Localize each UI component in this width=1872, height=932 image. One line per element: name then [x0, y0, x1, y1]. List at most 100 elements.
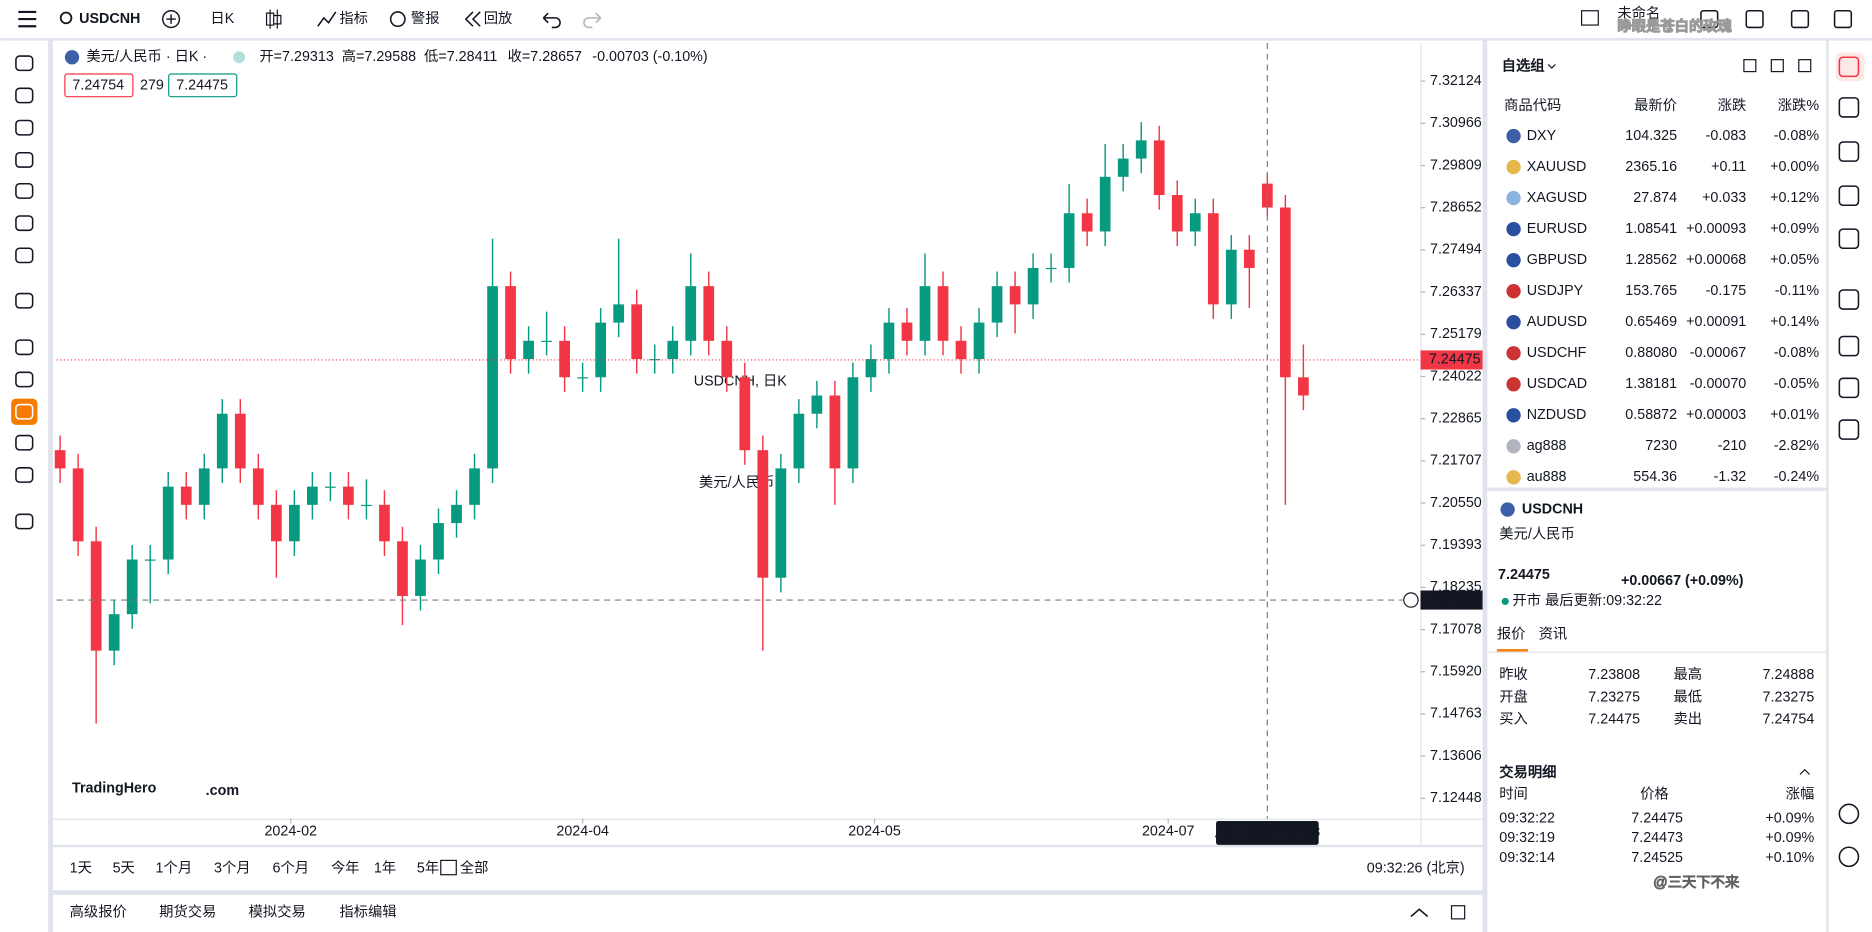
tool-icon[interactable] — [15, 467, 34, 483]
tool-icon[interactable] — [15, 215, 34, 232]
row-symbol[interactable]: USDCAD — [1527, 376, 1587, 392]
row-icon — [1506, 439, 1521, 454]
side-icon[interactable] — [1838, 228, 1860, 249]
candle-type-icon[interactable] — [265, 9, 282, 29]
tool-icon[interactable] — [15, 403, 34, 420]
watchlist-action[interactable] — [1770, 59, 1784, 73]
sell-price: 7.24754 — [72, 78, 124, 94]
symbol-search[interactable]: USDCNH — [79, 11, 140, 27]
buy-box[interactable] — [168, 73, 238, 98]
row-symbol[interactable]: NZDUSD — [1527, 407, 1587, 423]
toolbar-icon[interactable] — [1833, 9, 1853, 29]
range-button[interactable]: 1个月 — [156, 860, 193, 877]
side-icon[interactable] — [1838, 377, 1860, 399]
column-header: 涨跌 — [1718, 97, 1747, 114]
row-change: -210 — [1718, 438, 1747, 454]
undo[interactable] — [542, 12, 561, 29]
right-icons — [1828, 40, 1872, 932]
row-pct: +0.09% — [1770, 221, 1819, 237]
range-button[interactable]: 5天 — [113, 861, 135, 877]
tool-icon[interactable] — [15, 292, 34, 309]
range-button[interactable]: 1年 — [374, 860, 396, 877]
side-icon[interactable] — [1838, 803, 1860, 825]
row-symbol[interactable]: AUDUSD — [1527, 314, 1587, 330]
row-symbol[interactable]: USDJPY — [1527, 283, 1584, 299]
candle-body — [1189, 213, 1201, 232]
tool-icon[interactable] — [15, 55, 34, 72]
row-symbol[interactable]: ag888 — [1527, 438, 1567, 454]
tab[interactable]: 资讯 — [1539, 626, 1568, 643]
candle-body — [1243, 249, 1255, 268]
side-icon[interactable] — [1838, 419, 1860, 440]
tab[interactable]: 报价 — [1497, 626, 1526, 643]
row-symbol[interactable]: EURUSD — [1527, 221, 1587, 237]
collapse[interactable] — [1410, 908, 1429, 918]
row-symbol[interactable]: XAUUSD — [1527, 159, 1587, 175]
layout-name[interactable]: 未命名 — [1617, 4, 1660, 22]
indicators[interactable]: 指标 — [339, 10, 368, 27]
toolbar-icon[interactable] — [1745, 9, 1764, 29]
tool-icon[interactable] — [15, 247, 34, 264]
toolbar-icon[interactable] — [1790, 9, 1810, 29]
row-symbol[interactable]: au888 — [1527, 469, 1567, 485]
trades-collapse[interactable] — [1799, 768, 1810, 775]
side-icon[interactable] — [1838, 846, 1860, 868]
stat-label: 最低 — [1673, 688, 1702, 705]
side-icon[interactable] — [1838, 56, 1860, 78]
row-symbol[interactable]: XAGUSD — [1527, 190, 1587, 206]
trades-header: 价格 — [1640, 786, 1669, 803]
bottom-tab[interactable]: 指标编辑 — [339, 904, 396, 921]
interval[interactable]: 日K — [210, 11, 234, 27]
watchlist-action[interactable] — [1798, 59, 1812, 73]
candle-body — [252, 468, 264, 505]
side-icon[interactable] — [1838, 335, 1860, 357]
side-icon[interactable] — [1838, 97, 1860, 118]
range-button[interactable]: 6个月 — [273, 860, 310, 877]
toolbar-icon[interactable] — [1700, 9, 1719, 29]
tool-icon[interactable] — [15, 151, 34, 168]
range-button[interactable]: 全部 — [460, 859, 489, 877]
y-tick-label: 7.24022 — [1430, 368, 1482, 384]
alerts[interactable]: 警报 — [411, 10, 440, 27]
add-compare[interactable] — [161, 10, 181, 29]
range-button[interactable]: 今年 — [331, 860, 360, 877]
tool-icon[interactable] — [15, 434, 34, 451]
crosshair-plus[interactable] — [1403, 592, 1419, 608]
bottom-tab[interactable]: 模拟交易 — [249, 903, 306, 921]
range-button[interactable]: 3个月 — [214, 860, 251, 877]
row-symbol[interactable]: DXY — [1527, 128, 1557, 144]
candle-body — [991, 286, 1003, 323]
row-pct: -2.82% — [1774, 438, 1820, 454]
tool-icon[interactable] — [15, 371, 34, 388]
candle-body — [1153, 140, 1165, 196]
tool-icon[interactable] — [15, 119, 34, 136]
watchlist-title[interactable]: 自选组 — [1502, 57, 1546, 75]
range-button[interactable]: 5年 — [417, 860, 439, 877]
maximize[interactable] — [1450, 905, 1466, 920]
right-panel — [1487, 40, 1827, 932]
row-icon — [1506, 221, 1521, 237]
row-symbol[interactable]: USDCHF — [1527, 345, 1587, 361]
tool-icon[interactable] — [15, 339, 34, 356]
redo[interactable] — [583, 12, 602, 29]
side-icon[interactable] — [1838, 185, 1860, 207]
compare-date-icon[interactable] — [440, 859, 457, 876]
candle-body — [1207, 213, 1219, 305]
tool-icon[interactable] — [15, 87, 34, 104]
tool-icon[interactable] — [15, 513, 34, 530]
watchlist-action[interactable] — [1743, 59, 1757, 73]
bottom-tab[interactable]: 高级报价 — [70, 904, 127, 921]
range-button[interactable]: 1天 — [70, 861, 92, 877]
candle-body — [1081, 213, 1093, 232]
candle-body — [847, 377, 859, 469]
tool-icon[interactable] — [15, 182, 34, 199]
row-symbol[interactable]: GBPUSD — [1527, 252, 1587, 268]
side-icon[interactable] — [1838, 141, 1860, 162]
row-last: 7230 — [1645, 438, 1677, 454]
side-icon[interactable] — [1838, 289, 1860, 310]
sell-box[interactable] — [64, 73, 134, 98]
bottom-tab[interactable]: 期货交易 — [159, 903, 216, 921]
candle-body — [270, 504, 282, 542]
detail-status: 开市 最后更新:09:32:22 — [1512, 592, 1662, 609]
replay[interactable]: 回放 — [484, 10, 513, 27]
